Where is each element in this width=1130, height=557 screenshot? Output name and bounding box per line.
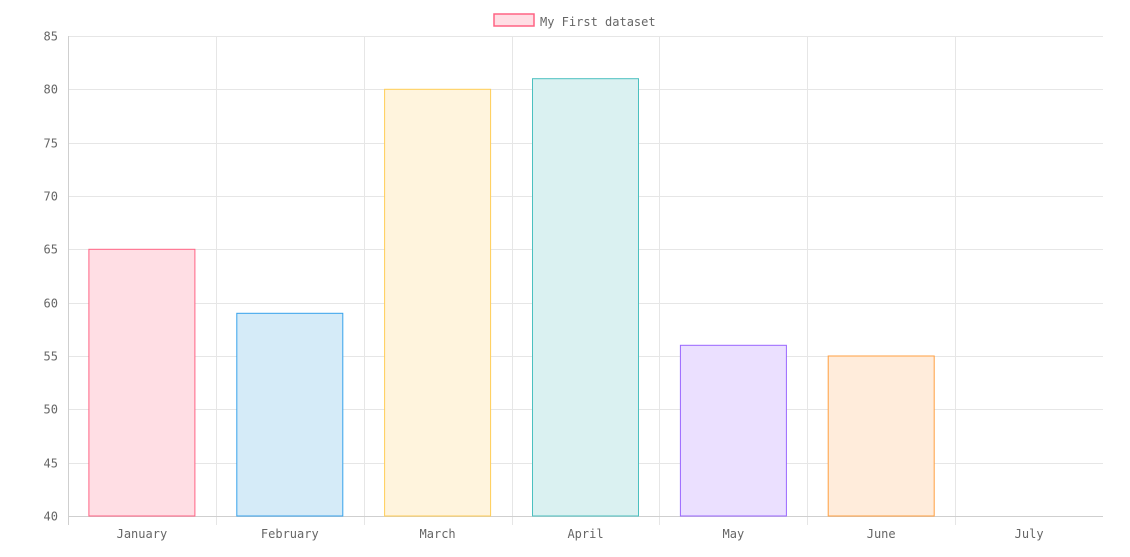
bars — [88, 78, 935, 517]
y-tick-label: 70 — [44, 190, 58, 204]
legend-swatch[interactable] — [493, 13, 535, 27]
tick-labels: 85 80 75 70 65 60 55 50 45 40 January February March… — [44, 30, 1044, 542]
legend-label[interactable]: My First dataset — [540, 15, 656, 29]
y-tick-label: 55 — [44, 350, 58, 364]
bar-january[interactable] — [88, 248, 196, 517]
legend[interactable]: My First dataset — [493, 13, 656, 29]
bar-may[interactable] — [679, 344, 787, 517]
y-tick-label: 50 — [44, 403, 58, 417]
bar-april[interactable] — [532, 78, 639, 517]
y-tick-label: 75 — [44, 137, 58, 151]
y-tick-label: 45 — [44, 457, 58, 471]
x-tick-label: April — [567, 527, 603, 541]
bar-march[interactable] — [384, 88, 492, 517]
y-tick-label: 80 — [44, 83, 58, 97]
bar-june[interactable] — [827, 355, 935, 517]
x-tick-label: May — [723, 527, 745, 541]
y-tick-label: 60 — [44, 297, 58, 311]
x-tick-label: March — [420, 527, 456, 541]
x-tick-label: June — [867, 527, 896, 541]
x-tick-label: January — [117, 527, 168, 541]
y-tick-label: 85 — [44, 30, 58, 44]
bar-february[interactable] — [236, 312, 344, 517]
x-tick-label: July — [1015, 527, 1044, 541]
y-tick-label: 40 — [44, 510, 58, 524]
x-tick-label: February — [261, 527, 319, 541]
y-tick-label: 65 — [44, 243, 58, 257]
